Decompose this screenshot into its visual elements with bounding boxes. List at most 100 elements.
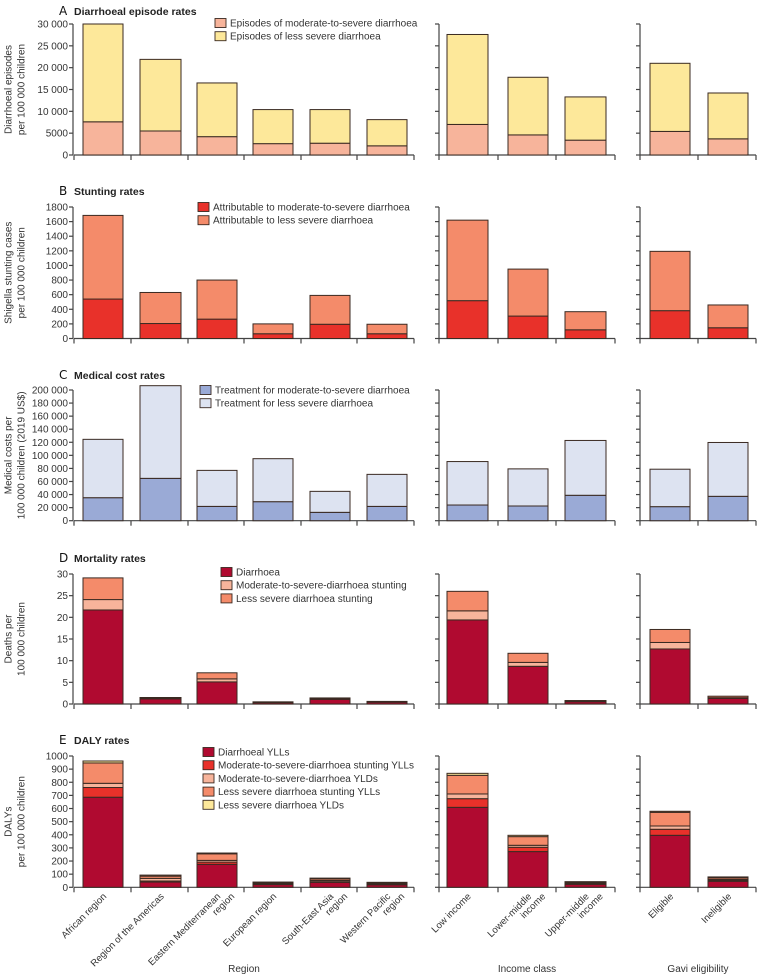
y-tick-label: 400 [51,830,68,841]
y-tick-label: 160 000 [32,412,69,423]
bar-segment [139,697,182,699]
panel-d: D Mortality rates Deaths per 100 000 childr… [4,551,757,711]
bar-segment [564,494,607,522]
bar-segment [446,610,489,621]
y-tick-label: 120 000 [32,438,69,449]
group-income-class [435,755,616,893]
bar-stack [252,701,294,705]
bar-segment [649,130,691,156]
bar-segment [252,458,294,503]
y-tick-label: 600 [51,290,68,301]
bar-segment [82,23,124,123]
y-tick-label: 1400 [46,232,69,243]
bar-stack [196,82,238,156]
bar-stack [366,700,408,705]
x-group-label: Region [228,964,260,975]
bar-segment [139,291,182,325]
panel-letter: A [59,4,68,18]
bar-segment [649,628,691,643]
panel-letter: C [59,368,67,382]
bar-segment [82,214,124,300]
bar-stack [649,810,691,888]
panel-letter: E [59,733,67,747]
bar-segment [366,145,408,156]
group-region: 0 200 400 600 800 1000 1200 1400 1600 1800 [46,203,415,345]
bar-segment [507,665,549,705]
bar-segment [507,505,549,522]
bar-segment [446,806,489,888]
bar-segment [139,874,182,877]
bar-segment [366,881,408,884]
bar-segment [446,772,489,776]
bar-segment [649,648,691,705]
group-gavi-eligibility [636,573,757,709]
bar-segment [139,477,182,522]
bar-segment [564,329,607,340]
y-tick-label: 5 [62,678,68,689]
y-tick-label: 100 [51,870,68,881]
bar-segment [707,695,749,699]
y-axis-label: Diarrhoeal episodes [4,45,15,134]
legend-swatch [202,786,215,797]
bar-stack [507,652,549,705]
legend-swatch [202,760,215,771]
bar-segment [446,798,489,808]
bar-stack [564,881,607,888]
bar-segment [252,333,294,340]
bar-segment [196,853,238,861]
y-tick-label: 0 [62,700,68,711]
y-tick-label: 30 [57,570,69,581]
y-tick-label: 500 [51,817,68,828]
y-tick-label: 900 [51,765,68,776]
bar-segment [649,310,691,339]
bar-segment [507,851,549,888]
y-tick-label: 30 000 [37,20,68,31]
bar-segment [139,323,182,340]
bar-stack [82,760,124,888]
y-tick-label: 80 000 [37,464,68,475]
bar-stack [82,577,124,705]
bar-segment [252,701,294,703]
legend-swatch [220,580,233,591]
bar-segment [707,495,749,522]
bar-segment [139,130,182,156]
bar-segment [82,782,124,789]
y-tick-label: 200 [51,319,68,330]
bar-segment [139,58,182,132]
legend-label: Episodes of less severe diarrhoea [230,32,381,43]
bar-segment [309,109,351,144]
bar-segment [507,134,549,156]
bar-segment [446,219,489,302]
legend-swatch [202,799,215,810]
legend-label: Moderate-to-severe-diarrhoea YLDs [218,774,378,785]
group-gavi-eligibility [636,755,757,893]
bar-segment [82,760,124,764]
bar-segment [309,698,351,705]
y-tick-label: 800 [51,276,68,287]
bar-segment [252,323,294,335]
x-tick-label: Eligible [646,891,676,921]
legend-label: Attributable to moderate-to-severe diarr… [213,203,410,214]
y-tick-label: 800 [51,778,68,789]
bar-stack [707,441,749,522]
group-region: 0 5 10 15 20 25 30 [57,570,415,711]
group-income-class [435,206,616,344]
y-tick-label: 1000 [46,752,69,763]
legend-swatch [202,747,215,757]
bar-segment [196,672,238,680]
y-tick-label: 300 [51,843,68,854]
bar-segment [446,774,489,795]
bar-segment [309,490,351,513]
group-region: 0 100 200 300 400 500 600 700 800 900 1000 [46,752,415,894]
bar-segment [507,661,549,667]
group-gavi-eligibility [636,206,757,344]
y-axis-label: Shigella stunting cases [4,222,15,324]
legend-label: Treatment for moderate-to-severe diarrho… [215,386,410,397]
y-tick-label: 140 000 [32,425,69,436]
legend-label: Treatment for less severe diarrhoea [215,399,373,410]
bar-segment [446,590,489,612]
legend-swatch [214,18,227,28]
bar-segment [82,298,124,339]
bar-stack [564,96,607,156]
group-gavi-eligibility [636,389,757,526]
